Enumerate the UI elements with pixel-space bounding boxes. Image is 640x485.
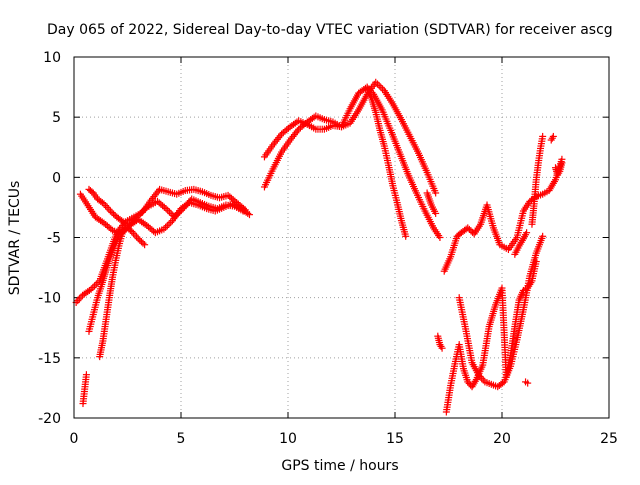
data-point [110,210,118,218]
data-point [160,225,168,233]
data-point [118,217,126,225]
data-point [137,238,145,246]
data-point [437,342,445,350]
data-point [107,225,115,233]
y-tick-label: -20 [38,411,61,427]
data-point [131,231,139,239]
data-point [98,199,106,207]
data-point [176,208,184,216]
y-tick-label: -15 [38,351,61,367]
y-tick-label: 10 [43,50,61,66]
data-point [377,83,385,91]
x-tick-label: 25 [600,431,618,447]
data-point [239,207,247,215]
data-point [165,220,173,228]
y-tick-label: -5 [47,231,61,247]
data-point [163,222,171,230]
y-tick-label: 5 [52,110,61,126]
data-point [558,159,566,167]
data-point [465,225,473,233]
data-point [87,285,95,293]
data-point [438,344,446,352]
data-point [108,209,116,217]
data-point [121,224,129,232]
data-point [373,80,381,88]
y-tick-label: 0 [52,170,61,186]
data-point [136,236,144,244]
data-point [436,234,444,241]
data-point [174,210,182,218]
data-point [402,232,410,240]
data-point [539,232,547,240]
data-point [136,210,144,218]
data-point [133,233,141,241]
chart-title: Day 065 of 2022, Sidereal Day-to-day VTE… [47,22,613,38]
data-point [375,82,383,90]
data-point [164,206,172,214]
data-point [141,241,149,249]
data-point [75,295,83,303]
data-point [167,210,175,218]
data-point [244,209,252,217]
data-point [548,134,556,142]
data-point [379,85,387,93]
data-point [106,207,114,215]
data-point [141,205,149,213]
data-point [139,207,147,215]
data-point [172,211,180,219]
data-point [82,371,90,379]
x-tick-label: 0 [70,431,79,447]
data-points [72,78,566,416]
data-point [134,235,142,243]
y-axis-label: SDTVAR / TECUs [7,181,23,296]
axis-ticks: 0 5 10 15 20 25 -20 -15 -10 -5 0 5 10 [38,50,618,447]
plot-frame [73,56,610,419]
data-point [464,224,472,232]
data-point [432,209,440,217]
grid-lines [74,57,609,418]
data-point [167,218,175,226]
y-tick-label: -10 [38,291,61,307]
data-point [74,297,82,305]
data-point [432,189,440,197]
data-point [160,203,168,211]
data-point [103,203,111,211]
data-point [372,78,380,86]
data-point [105,205,113,213]
data-point [539,132,547,140]
data-point [549,132,557,140]
data-point [165,208,173,216]
data-point [126,226,134,234]
data-point [134,212,142,220]
data-point [162,223,170,231]
x-tick-label: 20 [493,431,511,447]
data-point [524,379,532,387]
data-point [162,205,170,213]
x-tick-label: 5 [177,431,186,447]
data-point [523,229,531,237]
x-tick-label: 15 [386,431,404,447]
data-point [139,239,147,247]
data-point [133,213,141,221]
data-point [138,208,146,216]
data-point [89,284,97,292]
data-point [91,282,99,290]
data-point [245,211,253,219]
data-point [467,227,475,235]
x-axis-label: GPS time / hours [281,458,398,474]
data-point [177,206,185,214]
data-point [171,213,179,221]
x-tick-label: 10 [279,431,297,447]
